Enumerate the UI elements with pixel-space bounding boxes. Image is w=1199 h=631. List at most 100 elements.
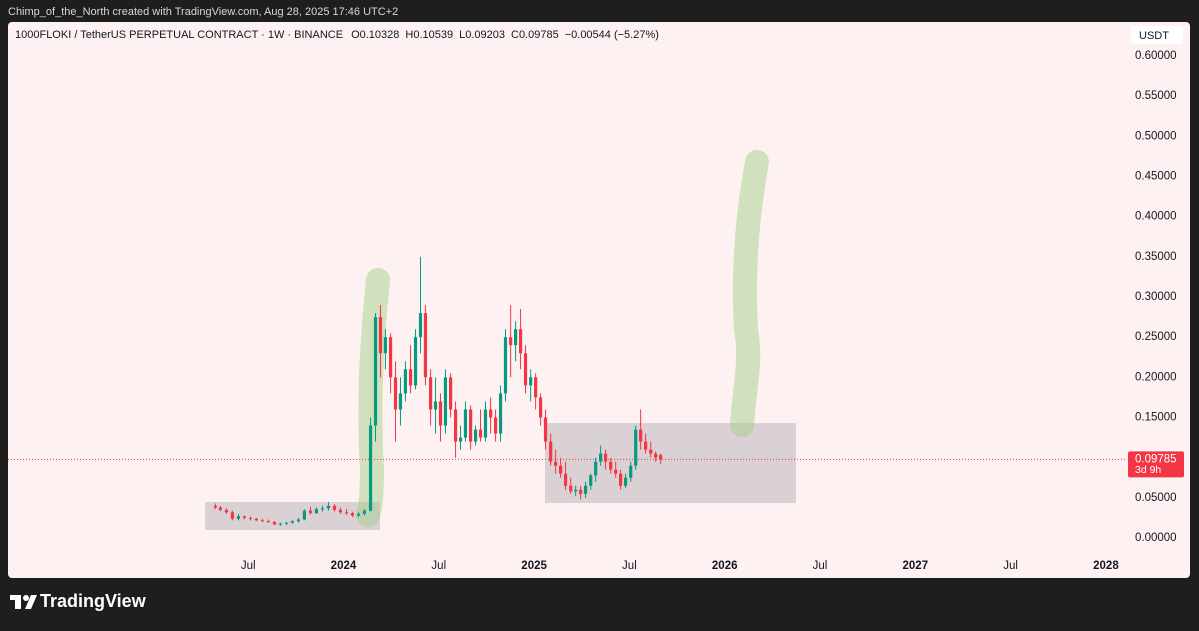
y-tick-label: 0.45000 bbox=[1135, 171, 1177, 183]
candle-body bbox=[509, 337, 513, 346]
candle-body bbox=[473, 429, 478, 442]
candle-body bbox=[266, 521, 270, 523]
ohlc-legend: O0.10328 H0.10539 L0.09203 C0.09785 −0.00544… bbox=[351, 29, 659, 41]
y-tick-label: 0.25000 bbox=[1135, 331, 1177, 343]
candle-body bbox=[599, 453, 603, 462]
x-tick-label: 2027 bbox=[903, 560, 929, 572]
candle-body bbox=[478, 429, 483, 438]
candle-body bbox=[388, 337, 393, 378]
symbol-title: 1000FLOKI / TetherUS PERPETUAL CONTRACT … bbox=[15, 29, 343, 41]
candle-body bbox=[296, 519, 301, 522]
candle-body bbox=[393, 377, 398, 410]
brand-logo bbox=[10, 595, 37, 609]
candle-body bbox=[418, 313, 423, 338]
y-tick-label: 0.50000 bbox=[1135, 130, 1177, 142]
candle-body bbox=[433, 401, 438, 410]
x-tick-label: Jul bbox=[622, 560, 637, 572]
candle-body bbox=[338, 509, 343, 513]
candle-body bbox=[272, 521, 277, 525]
candle-body bbox=[629, 465, 633, 478]
y-tick-label: 0.00000 bbox=[1135, 532, 1177, 544]
last-price-tag bbox=[1128, 451, 1184, 478]
range-box bbox=[545, 423, 796, 503]
candle-body bbox=[373, 317, 378, 426]
candle-body bbox=[284, 522, 289, 524]
candle-body bbox=[639, 429, 643, 442]
candle-body bbox=[408, 369, 413, 386]
candle-body bbox=[213, 505, 217, 508]
candle-body bbox=[308, 510, 313, 514]
candle-body bbox=[356, 513, 361, 516]
y-tick-label: 0.05000 bbox=[1135, 492, 1177, 504]
y-tick-label: 0.20000 bbox=[1135, 371, 1177, 383]
candle-body bbox=[413, 337, 418, 386]
candle-body bbox=[534, 377, 538, 398]
candle-body bbox=[518, 329, 523, 354]
candle-body bbox=[463, 409, 468, 438]
candle-body bbox=[619, 473, 623, 486]
x-tick-label: 2026 bbox=[712, 560, 738, 572]
candle-body bbox=[549, 441, 553, 462]
candle-body bbox=[654, 453, 658, 458]
candle-body bbox=[383, 337, 388, 354]
candle-body bbox=[254, 518, 258, 521]
candle-body bbox=[350, 513, 355, 516]
ohlc-value: H0.10539 bbox=[405, 29, 453, 41]
y-tick-label: 0.30000 bbox=[1135, 291, 1177, 303]
candle-body bbox=[443, 377, 448, 426]
candle-body bbox=[523, 353, 528, 386]
ohlc-value: C0.09785 bbox=[511, 29, 559, 41]
header-text: Chimp_of_the_North created with TradingV… bbox=[8, 6, 398, 18]
candle-body bbox=[230, 512, 234, 519]
candle-body bbox=[623, 477, 628, 486]
candle-body bbox=[423, 313, 428, 378]
x-tick-label: 2028 bbox=[1093, 560, 1119, 572]
chart-panel bbox=[8, 22, 1190, 578]
candle-body bbox=[489, 409, 493, 418]
candle-body bbox=[290, 521, 294, 523]
candle-body bbox=[332, 505, 337, 510]
countdown: 3d 9h bbox=[1135, 464, 1161, 476]
candle-body bbox=[498, 393, 503, 434]
candle-body bbox=[514, 329, 518, 346]
x-tick-label: Jul bbox=[431, 560, 446, 572]
candle-body bbox=[449, 377, 453, 410]
candle-body bbox=[614, 469, 618, 474]
candle-body bbox=[543, 417, 548, 442]
candle-body bbox=[634, 429, 638, 466]
x-tick-label: Jul bbox=[813, 560, 828, 572]
plot bbox=[8, 55, 1128, 577]
candle-body bbox=[649, 449, 653, 454]
candle-body bbox=[469, 409, 473, 442]
y-tick-label: 0.40000 bbox=[1135, 211, 1177, 223]
candle-body bbox=[403, 369, 408, 394]
candle-body bbox=[583, 485, 588, 494]
candle-body bbox=[609, 461, 613, 470]
candle-body bbox=[260, 520, 265, 522]
candle-body bbox=[278, 523, 282, 525]
x-tick-label: Jul bbox=[1003, 560, 1018, 572]
y-tick-label: 0.35000 bbox=[1135, 251, 1177, 263]
candle-body bbox=[569, 485, 573, 492]
candle-body bbox=[428, 377, 433, 410]
candle-body bbox=[362, 510, 367, 514]
currency-box bbox=[1131, 26, 1183, 44]
candle-body bbox=[236, 516, 241, 519]
candle-body bbox=[493, 417, 498, 434]
candle-body bbox=[574, 489, 578, 492]
candle-body bbox=[224, 509, 229, 513]
candle-body bbox=[483, 409, 488, 438]
candle-body bbox=[644, 441, 648, 450]
candle-body bbox=[458, 437, 463, 442]
y-tick-label: 0.60000 bbox=[1135, 50, 1177, 62]
brand-name: TradingView bbox=[40, 591, 147, 611]
candle-body bbox=[438, 401, 443, 426]
ohlc-value: O0.10328 bbox=[351, 29, 399, 41]
candle-body bbox=[503, 337, 508, 394]
candle-body bbox=[378, 317, 383, 354]
candle-body bbox=[529, 377, 533, 386]
candle-body bbox=[453, 409, 458, 442]
x-tick-label: Jul bbox=[241, 560, 256, 572]
